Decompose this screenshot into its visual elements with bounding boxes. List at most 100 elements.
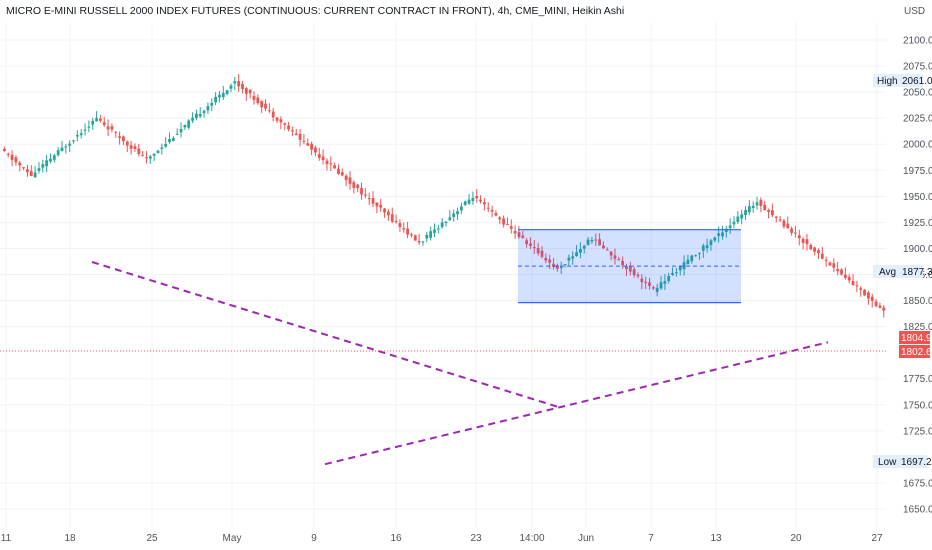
drawing-tools[interactable]	[91, 229, 829, 466]
candle-up	[91, 120, 95, 125]
candle-up	[148, 156, 152, 159]
price-tags: High 2061.0 Avg 1877.3 Low 1697.2 1804.9…	[873, 74, 932, 468]
candle-up	[179, 128, 183, 133]
y-tick-label: 1750.0	[903, 400, 932, 411]
candle-up	[755, 202, 759, 206]
candle-down	[344, 175, 348, 180]
price-axis[interactable]: USD	[886, 0, 932, 528]
candle-down	[759, 199, 763, 206]
candle-down	[479, 199, 482, 202]
candle-down	[847, 276, 851, 281]
candle-down	[317, 154, 321, 158]
candle-up	[95, 117, 98, 122]
candle-down	[648, 282, 651, 286]
candle-down	[333, 165, 337, 169]
candle-down	[264, 103, 267, 109]
candle-down	[306, 143, 310, 146]
currency-label: USD	[904, 6, 925, 17]
candle-up	[682, 262, 686, 270]
candle-up	[210, 102, 214, 106]
candle-up	[233, 81, 237, 84]
candle-down	[6, 153, 10, 155]
y-tick-label: 1850.0	[903, 296, 932, 307]
candle-down	[406, 228, 409, 235]
candle-down	[310, 143, 313, 150]
candle-up	[75, 135, 79, 137]
candle-down	[483, 202, 486, 205]
candle-down	[598, 239, 601, 246]
x-tick-label: 23	[470, 533, 482, 544]
candle-down	[371, 197, 375, 204]
x-tick-label: 9	[311, 533, 317, 544]
candle-down	[387, 211, 390, 216]
x-tick-label: 20	[790, 533, 802, 544]
candle-down	[506, 223, 509, 225]
candle-up	[41, 164, 45, 168]
y-tick-label: 2100.0	[903, 36, 932, 47]
x-tick-label: 14:00	[519, 533, 544, 544]
candle-up	[421, 241, 425, 243]
candle-up	[160, 147, 164, 149]
candle-up	[678, 266, 682, 271]
candle-down	[363, 194, 367, 196]
candle-up	[659, 282, 663, 289]
low-tag-bg	[873, 455, 927, 468]
candle-down	[383, 208, 386, 213]
candle-down	[329, 163, 333, 165]
candle-down	[133, 146, 137, 150]
candle-down	[237, 81, 241, 87]
candle-down	[275, 117, 279, 121]
candle-down	[797, 235, 801, 239]
candle-down	[26, 169, 29, 173]
candle-up	[156, 150, 160, 154]
candle-down	[855, 285, 859, 287]
x-tick-label: 7	[648, 533, 654, 544]
candle-down	[613, 255, 617, 259]
candle-up	[168, 139, 171, 143]
high-value: 2061.0	[902, 76, 932, 87]
candle-down	[763, 204, 767, 211]
candle-up	[675, 272, 678, 274]
candle-down	[141, 154, 145, 156]
time-axis[interactable]	[0, 528, 932, 550]
candle-down	[632, 269, 636, 276]
candle-down	[532, 247, 536, 249]
price-axis-bg	[886, 0, 932, 528]
candle-down	[824, 259, 828, 261]
y-tick-label: 1825.0	[903, 322, 932, 333]
candle-up	[728, 225, 732, 229]
x-tick-label: 11	[1, 533, 12, 544]
candle-down	[279, 119, 283, 123]
candle-up	[183, 124, 187, 128]
candle-down	[809, 244, 813, 250]
candle-down	[771, 210, 774, 216]
y-tick-label: 2000.0	[903, 140, 932, 151]
x-tick-label: 25	[146, 533, 158, 544]
candle-down	[122, 136, 125, 142]
candle-down	[790, 228, 793, 233]
downtrend-line[interactable]	[91, 261, 559, 408]
candle-down	[375, 202, 379, 207]
candle-up	[571, 256, 575, 259]
candle-up	[717, 233, 721, 236]
high-label: High	[877, 76, 898, 87]
candle-up	[195, 113, 198, 119]
candle-down	[360, 188, 363, 195]
uptrend-line[interactable]	[324, 341, 829, 466]
candle-up	[83, 129, 87, 131]
candle-up	[663, 281, 667, 284]
candle-down	[644, 281, 648, 284]
candle-down	[248, 89, 252, 94]
candle-down	[867, 292, 870, 299]
candle-up	[724, 228, 728, 232]
candle-down	[517, 232, 521, 237]
candle-up	[751, 205, 755, 209]
candle-up	[79, 133, 83, 136]
candle-up	[709, 240, 713, 245]
candle-up	[744, 209, 747, 216]
candle-down	[851, 281, 855, 286]
candle-up	[60, 147, 64, 152]
candle-down	[367, 198, 371, 200]
candle-down	[870, 296, 874, 301]
